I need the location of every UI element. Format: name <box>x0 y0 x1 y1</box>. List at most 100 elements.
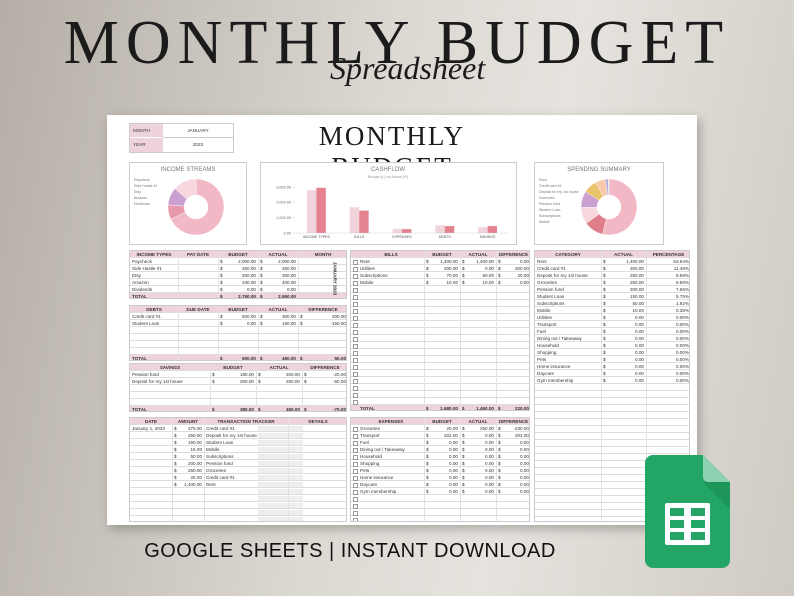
checkbox[interactable] <box>353 461 359 467</box>
cell-value: 50.00 <box>482 273 495 278</box>
checkbox[interactable] <box>353 329 359 335</box>
cell-value: 150.00 <box>281 321 296 326</box>
currency-symbol: $ <box>603 280 606 285</box>
checkbox[interactable] <box>353 273 359 279</box>
table-row <box>351 516 529 521</box>
currency-symbol: $ <box>260 266 263 271</box>
cell-label: TOTAL <box>132 356 147 361</box>
checkbox[interactable] <box>353 350 359 356</box>
checkbox[interactable] <box>353 468 359 474</box>
cell-value: 0.00 <box>485 454 494 459</box>
table-row <box>130 348 346 355</box>
checkbox[interactable] <box>353 447 359 453</box>
cell-value: 0.00 <box>449 454 458 459</box>
table-row <box>351 335 529 342</box>
checkbox[interactable] <box>353 308 359 314</box>
column-divider <box>298 306 299 360</box>
cell-value: 300.00 <box>281 273 296 278</box>
cell-label: Fuel <box>537 329 546 334</box>
month-label: MONTH <box>130 124 163 137</box>
currency-symbol: $ <box>603 287 606 292</box>
checkbox[interactable] <box>353 510 359 516</box>
cell-value: 275.00 <box>187 426 202 431</box>
checkbox[interactable] <box>353 399 359 405</box>
currency-symbol: $ <box>603 301 606 306</box>
checkbox[interactable] <box>353 287 359 293</box>
column-divider <box>496 251 497 410</box>
details-cell <box>258 454 303 459</box>
checkbox[interactable] <box>353 378 359 384</box>
checkbox[interactable] <box>353 301 359 307</box>
checkbox[interactable] <box>353 259 359 265</box>
checkbox[interactable] <box>353 322 359 328</box>
bills-table: BILLS BUDGET ACTUAL DIFFERENCE Rent $1,400.00… <box>350 250 530 411</box>
checkbox[interactable] <box>353 294 359 300</box>
cell-value: 200.00 <box>239 379 254 384</box>
cell-value: 0.00 <box>520 461 529 466</box>
currency-symbol: $ <box>174 475 177 480</box>
checkbox[interactable] <box>353 475 359 481</box>
cell-label: Household <box>537 343 559 348</box>
checkbox[interactable] <box>353 440 359 446</box>
cell-label: Shopping <box>537 350 557 355</box>
checkbox[interactable] <box>353 392 359 398</box>
checkbox[interactable] <box>353 503 359 509</box>
checkbox[interactable] <box>353 364 359 370</box>
currency-symbol: $ <box>462 280 465 285</box>
table-row <box>351 502 529 509</box>
table-row <box>535 468 689 475</box>
checkbox[interactable] <box>353 385 359 391</box>
pie-slice <box>602 178 638 236</box>
currency-symbol: $ <box>258 372 261 377</box>
chart-title: SPENDING SUMMARY <box>567 167 631 173</box>
column-divider <box>298 251 299 298</box>
table-row <box>130 502 346 509</box>
checkbox[interactable] <box>353 454 359 460</box>
checkbox[interactable] <box>353 426 359 432</box>
page-title: MONTHLY BUDGET <box>63 9 731 77</box>
table-row <box>351 363 529 370</box>
y-tick-label: 3,000.00 <box>276 185 291 189</box>
table-row <box>130 334 346 341</box>
currency-symbol: $ <box>426 259 429 264</box>
cell-value: 0.00 <box>635 322 644 327</box>
cell-value: 200.00 <box>629 287 644 292</box>
currency-symbol: $ <box>300 314 303 319</box>
x-tick-label: EXPENSES <box>392 235 412 239</box>
currency-symbol: $ <box>220 259 223 264</box>
checkbox[interactable] <box>353 482 359 488</box>
checkbox[interactable] <box>353 371 359 377</box>
checkbox[interactable] <box>353 315 359 321</box>
checkbox[interactable] <box>353 343 359 349</box>
currency-symbol: $ <box>462 266 465 271</box>
table-row <box>130 327 346 334</box>
currency-symbol: $ <box>603 322 606 327</box>
currency-symbol: $ <box>498 454 501 459</box>
table-row <box>351 293 529 300</box>
checkbox[interactable] <box>353 517 359 521</box>
column-divider <box>288 418 289 521</box>
checkbox[interactable] <box>353 496 359 502</box>
column-header: CATEGORY <box>555 252 581 257</box>
google-sheets-icon <box>645 455 730 568</box>
table-row: Home insurance $0.00 0.00% <box>535 363 689 370</box>
column-header: ACTUAL <box>468 252 488 257</box>
cell-label: Household <box>360 454 382 459</box>
checkbox[interactable] <box>353 357 359 363</box>
cell-value: 10.00 <box>632 308 645 313</box>
checkbox[interactable] <box>353 489 359 495</box>
checkbox[interactable] <box>353 280 359 286</box>
checkbox[interactable] <box>353 433 359 439</box>
column-header: ACTUAL <box>268 307 288 312</box>
currency-symbol: $ <box>220 356 223 361</box>
cell-value: 250.00 <box>241 266 256 271</box>
cell-value: 300.00 <box>281 314 296 319</box>
column-divider <box>496 418 497 521</box>
table-row <box>130 516 346 521</box>
checkbox[interactable] <box>353 336 359 342</box>
table-row: Pets $0.00 0.00% <box>535 356 689 363</box>
cell-label: Etsy <box>132 273 141 278</box>
cell-value: 25.00 <box>190 475 203 480</box>
checkbox[interactable] <box>353 266 359 272</box>
